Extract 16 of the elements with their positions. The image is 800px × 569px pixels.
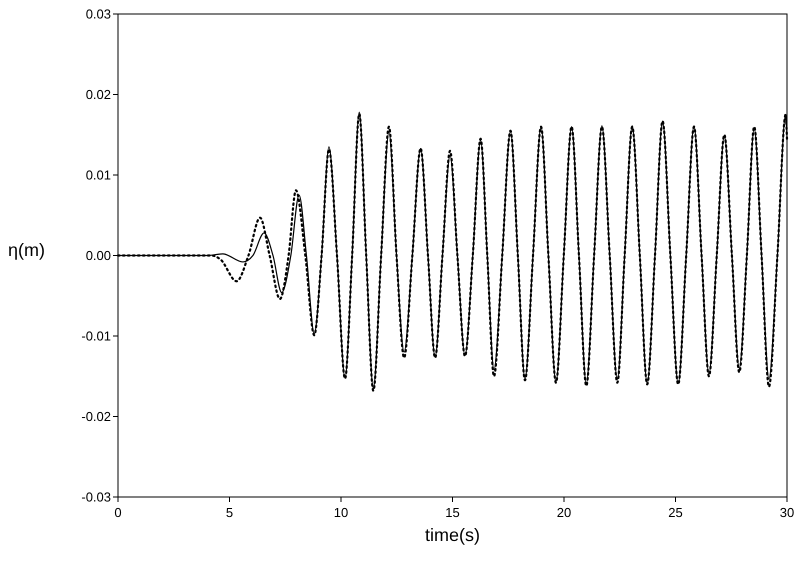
x-tick-label: 20 — [556, 505, 572, 520]
y-tick-label: 0.01 — [86, 168, 111, 183]
y-tick-label: 0.00 — [86, 248, 111, 264]
x-tick-label: 0 — [114, 505, 122, 520]
y-axis-title: η(m) — [8, 240, 45, 260]
y-tick-label: -0.01 — [81, 328, 111, 344]
x-axis-title: time(s) — [425, 525, 480, 545]
y-tick-label: 0.02 — [86, 87, 111, 102]
x-tick-label: 5 — [226, 505, 234, 520]
x-tick-label: 15 — [445, 505, 460, 520]
y-tick-label: -0.02 — [81, 409, 111, 424]
y-tick-label: -0.03 — [81, 490, 111, 505]
x-tick-label: 10 — [334, 505, 348, 520]
x-tick-label: 25 — [668, 505, 683, 520]
x-tick-label: 30 — [780, 505, 794, 520]
y-tick-label: 0.03 — [86, 6, 111, 22]
